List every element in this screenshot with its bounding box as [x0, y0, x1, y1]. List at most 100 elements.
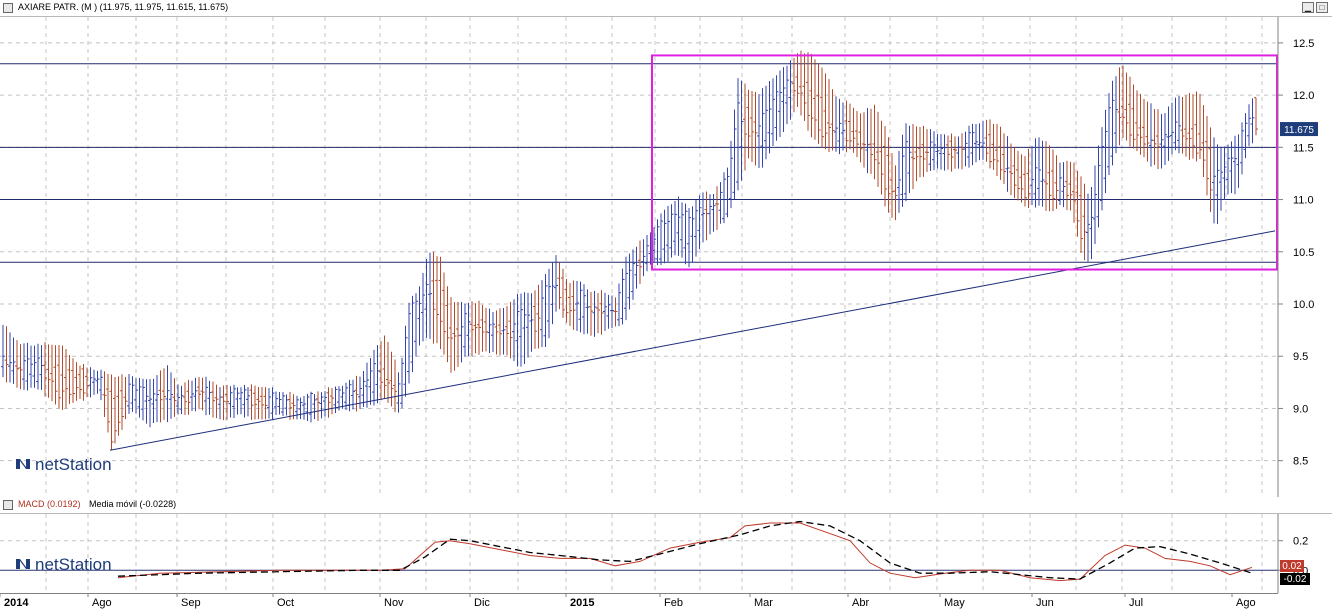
- ohlc-bar: [438, 256, 443, 350]
- ohlc-bar: [1236, 134, 1241, 188]
- price-ytick-label-8: 12.5: [1293, 38, 1314, 50]
- ohlc-bar: [1201, 105, 1206, 177]
- ohlc-bar: [1187, 92, 1192, 160]
- ohlc-bar: [407, 302, 411, 384]
- ohlc-bar: [564, 279, 569, 323]
- range-box-rectangle: [651, 54, 1278, 271]
- ohlc-bar: [834, 96, 838, 152]
- ohlc-bar: [1138, 93, 1143, 155]
- ohlc-bar: [498, 308, 502, 356]
- ohlc-bar: [1009, 143, 1013, 196]
- ohlc-bar: [676, 196, 681, 256]
- ohlc-bar: [862, 112, 866, 168]
- ohlc-bar: [550, 262, 555, 325]
- ohlc-bar: [778, 70, 782, 137]
- ohlc-bar: [1068, 161, 1073, 211]
- ohlc-bar: [1061, 162, 1066, 208]
- macd-grid: [0, 514, 1278, 593]
- ohlc-bar: [424, 258, 429, 338]
- ohlc-bar: [386, 341, 390, 403]
- ohlc-bar: [977, 123, 982, 161]
- ohlc-bar: [456, 301, 460, 367]
- macd-netstation-logo: netStation: [16, 555, 112, 574]
- ohlc-bar: [162, 368, 166, 420]
- ohlc-bar: [974, 123, 978, 163]
- ohlc-bar: [1016, 150, 1020, 201]
- ohlc-bar: [88, 367, 93, 398]
- x-axis-label-0: 2014: [4, 597, 29, 609]
- ohlc-bar: [235, 387, 240, 415]
- ohlc-bar: [365, 362, 369, 408]
- ohlc-bar: [1247, 104, 1251, 147]
- ohlc-bar: [393, 359, 397, 413]
- ohlc-bar: [368, 357, 373, 405]
- ohlc-bar: [911, 124, 915, 190]
- ohlc-bar: [494, 310, 499, 355]
- x-axis-label-7: Feb: [664, 597, 683, 609]
- ohlc-bar: [1005, 136, 1010, 192]
- price-ytick-label-2: 9.5: [1293, 351, 1308, 363]
- ohlc-bar: [641, 239, 646, 277]
- ohlc-bar: [221, 385, 226, 421]
- ohlc-bar: [526, 292, 530, 358]
- ohlc-bar: [844, 100, 849, 153]
- ohlc-bar: [774, 75, 779, 141]
- ohlc-bar: [1100, 127, 1104, 211]
- ohlc-bar: [620, 268, 625, 325]
- ohlc-bar: [1194, 91, 1199, 162]
- ohlc-bar: [302, 396, 306, 420]
- ohlc-bar: [305, 393, 310, 422]
- ohlc-bar: [508, 301, 513, 359]
- netstation-logo-icon: [16, 459, 30, 469]
- ohlc-bar: [57, 344, 61, 409]
- ohlc-bar: [116, 376, 121, 436]
- ohlc-bar: [617, 283, 621, 327]
- ohlc-bar: [879, 120, 884, 195]
- ohlc-bar: [533, 290, 537, 349]
- minimize-button[interactable]: ▁: [1302, 2, 1314, 13]
- ohlc-bar: [855, 111, 859, 158]
- ohlc-bar: [337, 386, 341, 411]
- maximize-button[interactable]: □: [1316, 2, 1328, 13]
- ohlc-bar: [281, 392, 285, 416]
- ohlc-bar: [1208, 127, 1213, 213]
- ohlc-bar: [1135, 90, 1139, 152]
- ohlc-bar: [340, 385, 345, 409]
- ohlc-bar: [554, 255, 558, 312]
- ohlc-bar: [732, 109, 737, 200]
- ohlc-bar: [802, 53, 807, 122]
- ohlc-bar: [1114, 76, 1118, 154]
- svg-text:0.02: 0.02: [1282, 561, 1302, 572]
- ohlc-bar: [907, 125, 912, 193]
- ohlc-bar: [480, 304, 485, 352]
- ohlc-bar: [725, 167, 730, 218]
- panel-menu-icon[interactable]: [3, 3, 13, 13]
- ohlc-bar: [589, 291, 593, 336]
- ohlc-bar: [662, 209, 667, 264]
- ohlc-bar: [165, 365, 170, 422]
- ohlc-bar: [634, 246, 639, 289]
- ohlc-bar: [414, 293, 418, 357]
- ohlc-bar: [477, 300, 481, 355]
- x-axis-label-1: Ago: [92, 597, 112, 609]
- ohlc-bar: [1152, 109, 1157, 165]
- ohlc-bar: [113, 376, 117, 444]
- ohlc-bar: [487, 308, 492, 353]
- ohlc-bar: [792, 57, 796, 113]
- ohlc-bar: [561, 268, 565, 318]
- ohlc-bar: [967, 125, 971, 168]
- x-axis-label-10: May: [944, 597, 965, 609]
- ohlc-bar: [260, 386, 264, 420]
- ohlc-bar: [1030, 146, 1034, 206]
- macd-panel-menu-icon[interactable]: [3, 500, 13, 510]
- ohlc-bar: [1142, 98, 1146, 158]
- ma-value-badge: -0.02: [1280, 573, 1310, 585]
- ohlc-bar: [830, 89, 835, 151]
- ohlc-bar: [683, 203, 688, 265]
- ohlc-bar: [953, 136, 957, 169]
- price-ytick-label-1: 9.0: [1293, 403, 1308, 415]
- ohlc-bar: [869, 108, 873, 174]
- ohlc-bar: [1075, 170, 1080, 237]
- ohlc-bar: [578, 281, 583, 333]
- ohlc-bar: [151, 378, 156, 423]
